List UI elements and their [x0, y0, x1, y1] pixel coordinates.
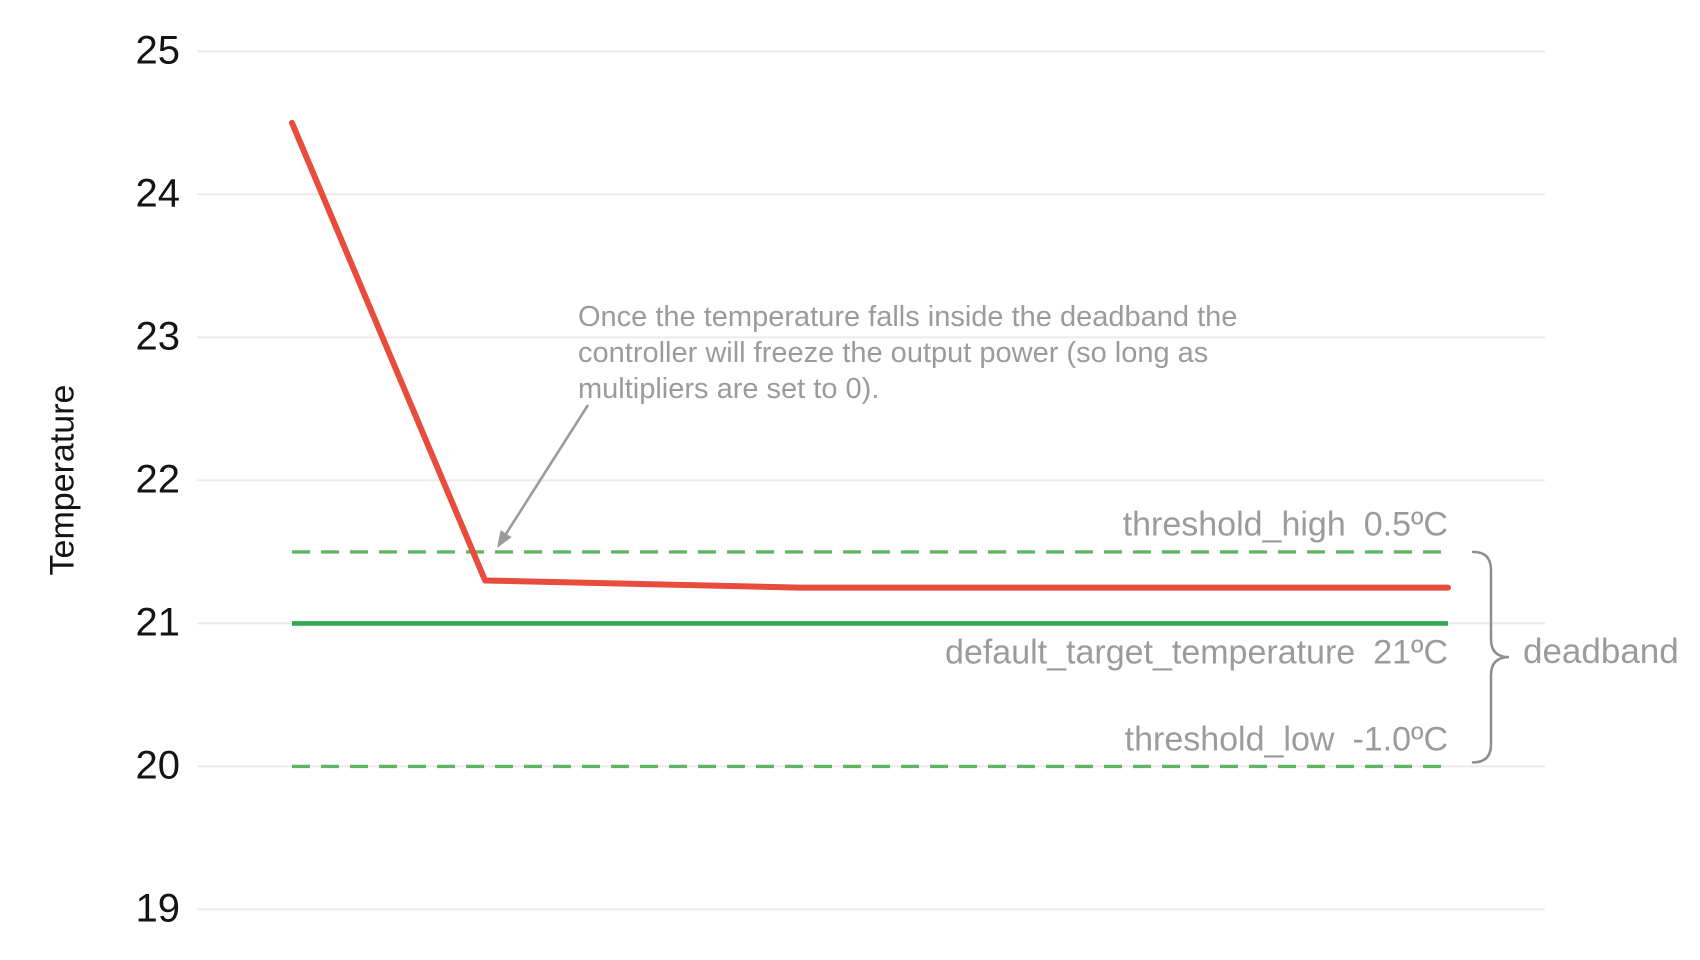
gridlines	[197, 50, 1545, 911]
y-tick-label: 21	[135, 600, 181, 645]
threshold-high-value: 0.5ºC	[1363, 505, 1448, 544]
deadband-label: deadband	[1523, 632, 1679, 671]
arrow-head	[497, 530, 512, 548]
arrow-shaft	[502, 404, 590, 538]
y-tick-label: 23	[135, 314, 181, 359]
temperature-line	[289, 119, 1451, 591]
threshold-low-label: threshold_low -1.0ºC	[1125, 721, 1448, 760]
brace-path	[1471, 550, 1510, 764]
y-tick-label: 20	[135, 743, 181, 788]
annotation-arrow	[497, 404, 590, 548]
temperature-polyline	[289, 119, 1451, 591]
threshold-high-label: threshold_high 0.5ºC	[1123, 505, 1448, 544]
target-temperature-value: 21ºC	[1373, 633, 1448, 672]
reference-lines	[292, 550, 1448, 769]
threshold-high-name: threshold_high	[1122, 505, 1346, 544]
y-tick-label: 25	[135, 28, 181, 73]
y-tick-label: 22	[135, 457, 181, 502]
threshold-low-name: threshold_low	[1124, 720, 1335, 759]
deadband-brace	[1471, 550, 1510, 764]
target-temperature-label: default_target_temperature 21ºC	[945, 634, 1448, 673]
threshold-low-value: -1.0ºC	[1352, 720, 1448, 759]
target-temperature-name: default_target_temperature	[945, 633, 1356, 672]
annotation-text: Once the temperature falls inside the de…	[578, 301, 1238, 405]
y-tick-label: 24	[135, 171, 181, 216]
y-tick-label: 19	[135, 886, 181, 931]
